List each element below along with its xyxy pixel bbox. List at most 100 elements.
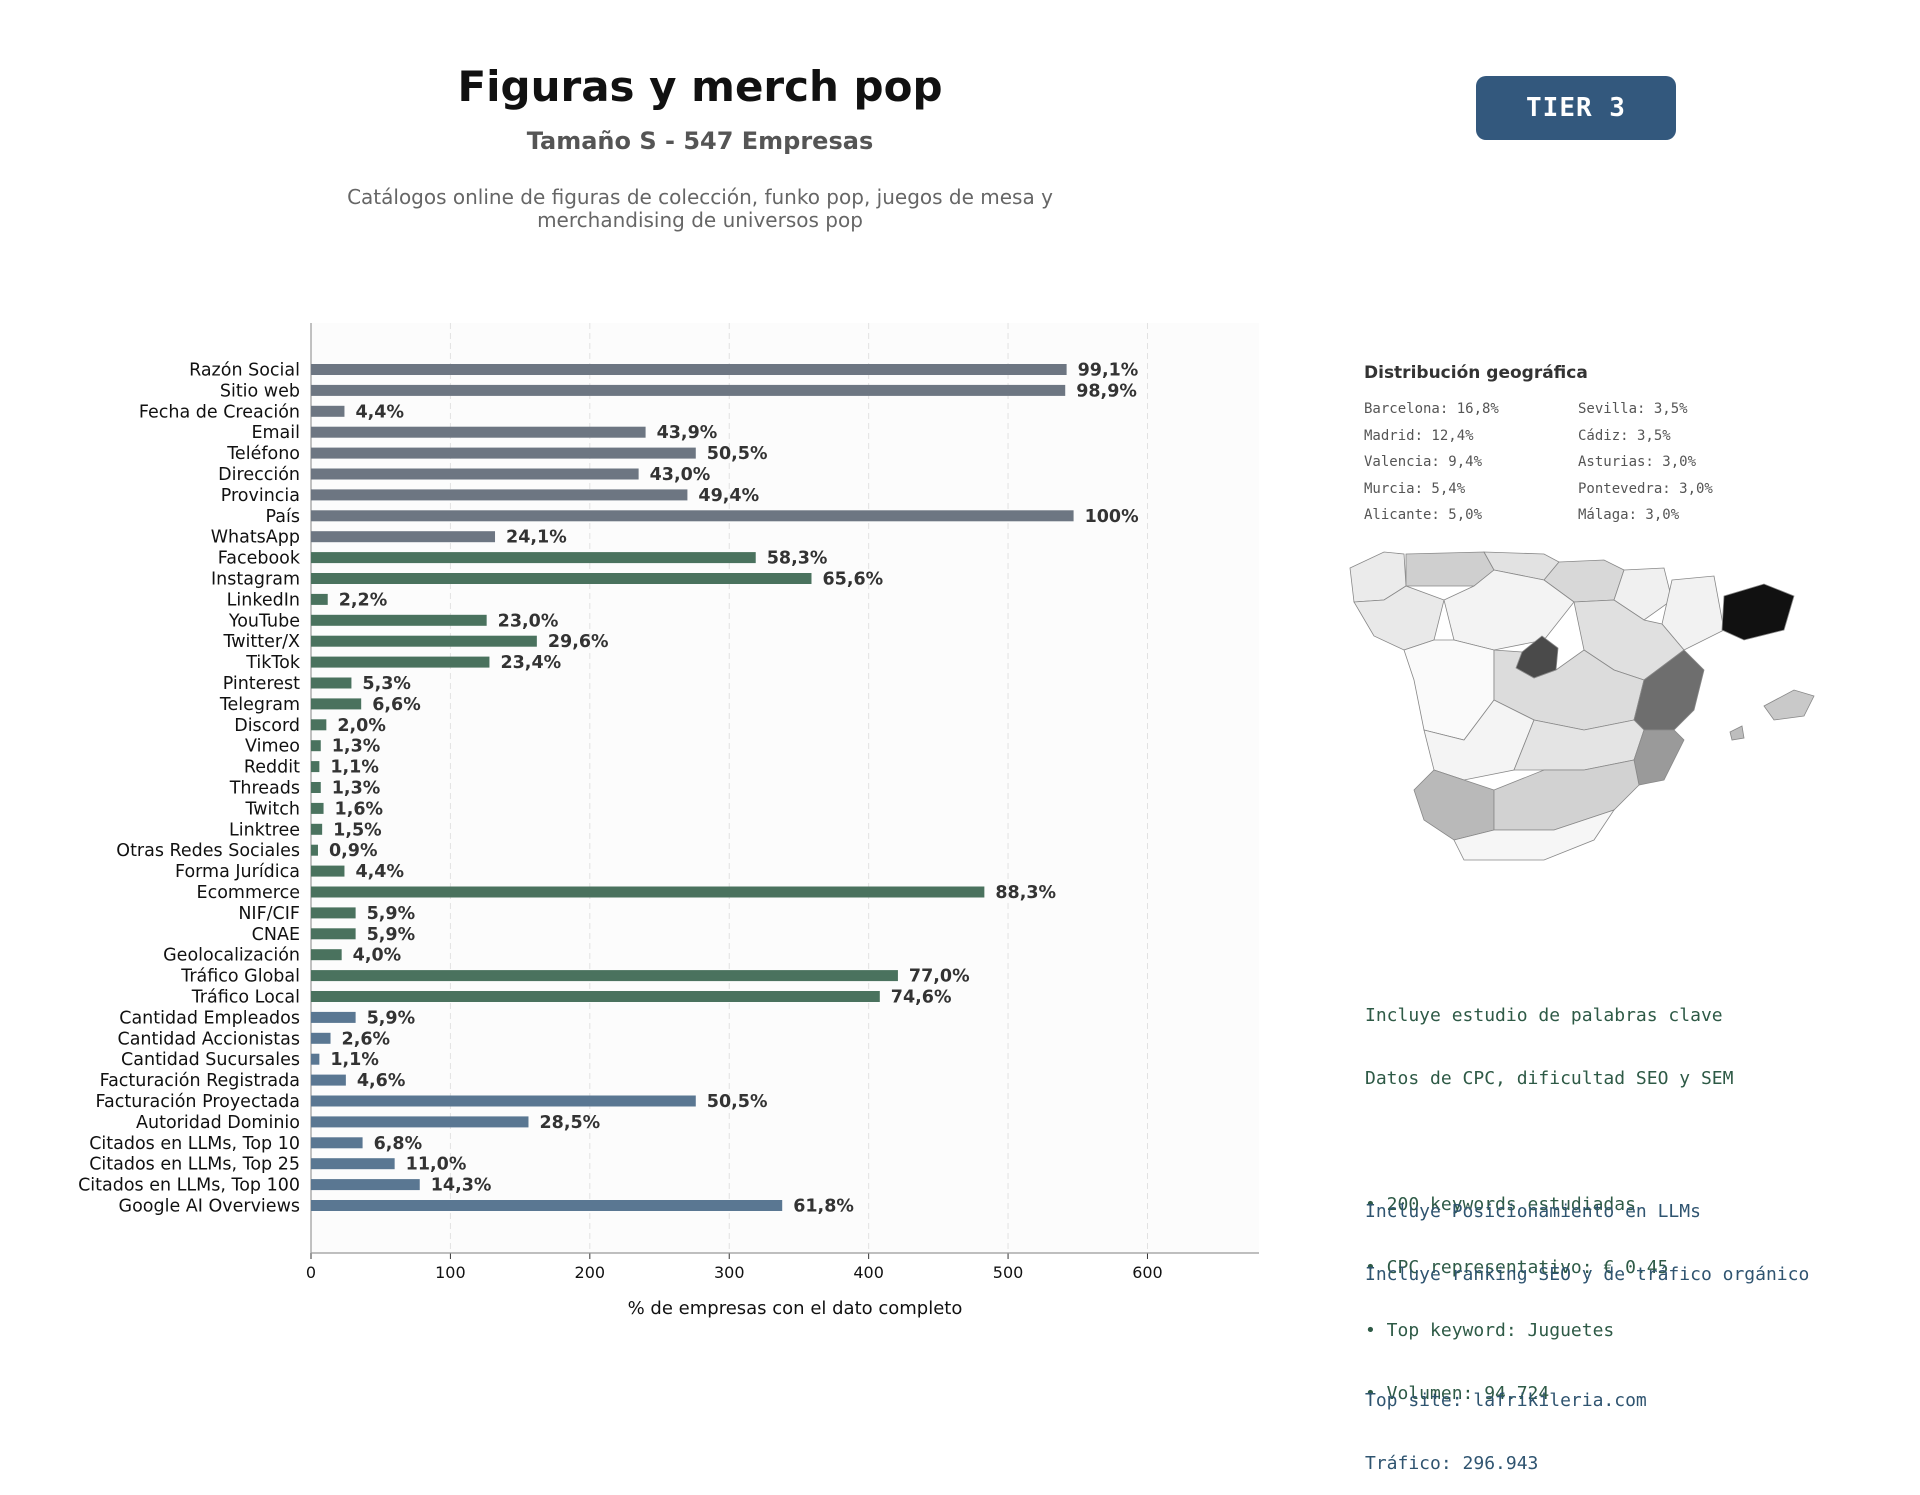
value-label: 100% bbox=[1085, 507, 1139, 527]
geo-item: Alicante: 5,0% bbox=[1364, 507, 1483, 523]
category-label: Citados en LLMs, Top 100 bbox=[78, 1176, 300, 1196]
value-label: 4,4% bbox=[355, 402, 404, 422]
bar bbox=[311, 802, 324, 814]
x-tick-label: 200 bbox=[575, 1263, 606, 1282]
category-label: Reddit bbox=[244, 758, 300, 778]
category-label: Cantidad Sucursales bbox=[121, 1050, 300, 1070]
x-axis-label: % de empresas con el dato completo bbox=[628, 1298, 963, 1319]
value-label: 43,9% bbox=[657, 423, 718, 443]
category-label: Dirección bbox=[218, 465, 300, 485]
value-label: 49,4% bbox=[698, 486, 759, 506]
bar bbox=[311, 1053, 320, 1065]
keywords-line: Datos de CPC, dificultad SEO y SEM bbox=[1365, 1068, 1734, 1089]
category-label: Otras Redes Sociales bbox=[116, 841, 300, 861]
value-label: 98,9% bbox=[1076, 381, 1137, 401]
category-label: Forma Jurídica bbox=[175, 862, 300, 882]
geo-item: Valencia: 9,4% bbox=[1364, 454, 1483, 470]
geo-item: Sevilla: 3,5% bbox=[1578, 401, 1688, 417]
category-label: NIF/CIF bbox=[238, 904, 300, 924]
category-label: Instagram bbox=[211, 570, 300, 590]
page-description: Catálogos online de figuras de colección… bbox=[300, 186, 1100, 232]
value-label: 4,0% bbox=[353, 946, 402, 966]
bar bbox=[311, 1179, 420, 1191]
geo-item: Madrid: 12,4% bbox=[1364, 427, 1474, 444]
category-label: YouTube bbox=[228, 611, 300, 631]
bar bbox=[311, 865, 345, 877]
keywords-info: Incluye estudio de palabras clave Datos … bbox=[1365, 963, 1733, 1425]
bar bbox=[311, 1137, 363, 1149]
category-label: Twitter/X bbox=[222, 632, 300, 652]
geo-item: Asturias: 3,0% bbox=[1578, 454, 1697, 470]
category-label: Tráfico Global bbox=[180, 967, 300, 987]
category-label: País bbox=[266, 507, 300, 527]
llm-line: Tráfico: 296.943 bbox=[1365, 1453, 1539, 1474]
x-tick-label: 0 bbox=[306, 1263, 316, 1282]
value-label: 88,3% bbox=[995, 883, 1056, 903]
category-label: Cantidad Empleados bbox=[119, 1008, 300, 1028]
llm-line: Incluye ranking SEO y de tráfico orgánic… bbox=[1365, 1264, 1810, 1285]
bar bbox=[311, 698, 362, 710]
value-label: 5,9% bbox=[367, 904, 416, 924]
bar bbox=[311, 1032, 331, 1044]
value-label: 1,3% bbox=[332, 737, 381, 757]
geo-list-left: Barcelona: 16,8% Madrid: 12,4% Valencia:… bbox=[1364, 400, 1574, 533]
category-label: Email bbox=[251, 423, 300, 443]
geo-item: Málaga: 3,0% bbox=[1578, 507, 1680, 523]
geo-item: Pontevedra: 3,0% bbox=[1578, 480, 1713, 497]
value-label: 50,5% bbox=[707, 1092, 768, 1112]
bar bbox=[311, 886, 985, 898]
value-label: 99,1% bbox=[1078, 361, 1139, 381]
value-label: 14,3% bbox=[431, 1176, 492, 1196]
keywords-line: • Top keyword: Juguetes bbox=[1365, 1320, 1615, 1341]
value-label: 0,9% bbox=[329, 841, 378, 861]
bar bbox=[311, 1095, 696, 1107]
keywords-line: • 200 keywords estudiadas bbox=[1365, 1194, 1636, 1215]
keywords-line: • CPC representativo: € 0.45 bbox=[1365, 1257, 1669, 1278]
value-label: 43,0% bbox=[650, 465, 711, 485]
category-label: Sitio web bbox=[220, 381, 300, 401]
bar bbox=[311, 719, 327, 731]
category-label: LinkedIn bbox=[227, 590, 300, 610]
bar bbox=[311, 970, 898, 982]
llm-info: Incluye Posicionamiento en LLMs Incluye … bbox=[1365, 1159, 1809, 1495]
bar bbox=[311, 949, 342, 961]
category-label: Twitch bbox=[244, 799, 300, 819]
category-label: Discord bbox=[234, 716, 300, 736]
value-label: 2,2% bbox=[339, 590, 388, 610]
value-label: 50,5% bbox=[707, 444, 768, 464]
map-region bbox=[1613, 567, 1673, 621]
bar bbox=[311, 844, 318, 856]
bar bbox=[311, 384, 1066, 396]
plot-area bbox=[311, 323, 1259, 1253]
value-label: 29,6% bbox=[548, 632, 609, 652]
category-label: WhatsApp bbox=[211, 528, 300, 548]
bar bbox=[311, 1116, 529, 1128]
bar bbox=[311, 614, 487, 626]
bar bbox=[311, 573, 812, 584]
value-label: 65,6% bbox=[822, 570, 883, 590]
bar bbox=[311, 405, 345, 417]
category-label: Facebook bbox=[218, 549, 301, 569]
value-label: 2,0% bbox=[337, 716, 386, 736]
category-label: Facturación Proyectada bbox=[96, 1092, 300, 1112]
map-region bbox=[1413, 769, 1495, 841]
bar bbox=[311, 447, 696, 459]
bar bbox=[311, 656, 490, 668]
value-label: 23,0% bbox=[498, 611, 559, 631]
value-label: 77,0% bbox=[909, 967, 970, 987]
map-region bbox=[1661, 575, 1725, 651]
x-tick-label: 600 bbox=[1132, 1263, 1163, 1282]
value-label: 61,8% bbox=[793, 1197, 854, 1217]
bar bbox=[311, 426, 646, 438]
map-region bbox=[1453, 809, 1615, 861]
category-label: Pinterest bbox=[223, 674, 300, 694]
bar bbox=[311, 761, 320, 773]
value-label: 74,6% bbox=[891, 988, 952, 1008]
value-label: 2,6% bbox=[342, 1029, 391, 1049]
value-label: 6,8% bbox=[374, 1134, 423, 1154]
bar bbox=[311, 1074, 346, 1086]
keywords-line: Incluye estudio de palabras clave bbox=[1365, 1005, 1723, 1026]
value-label: 1,1% bbox=[330, 758, 379, 778]
value-label: 11,0% bbox=[406, 1155, 467, 1175]
map-region bbox=[1353, 585, 1445, 651]
